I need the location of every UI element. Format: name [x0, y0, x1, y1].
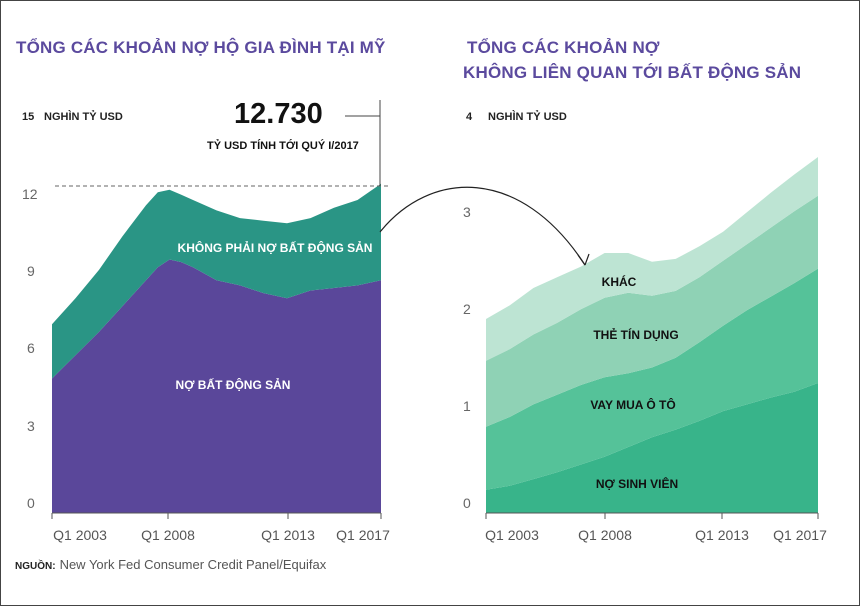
right-unit-text: NGHÌN TỶ USD: [488, 111, 567, 123]
right-area-2: [486, 195, 818, 427]
left-area-1: [52, 183, 381, 379]
left-ytick-0: 0: [27, 495, 35, 511]
right-xtick-2008: Q1 2008: [578, 527, 632, 543]
left-xtick-2008: Q1 2008: [141, 527, 195, 543]
left-ytick-6: 6: [27, 340, 35, 356]
label-credit-card: THẺ TÍN DỤNG: [593, 328, 679, 342]
connector-arrow-head: [577, 253, 590, 266]
right-chart-title-line2: KHÔNG LIÊN QUAN TỚI BẤT ĐỘNG SẢN: [463, 63, 802, 82]
right-area-0: [486, 383, 818, 513]
label-student: NỢ SINH VIÊN: [595, 477, 679, 491]
callout-value: 12.730: [234, 98, 323, 130]
connector-arrow-curve: [379, 186, 586, 266]
right-chart-areas: [486, 157, 818, 513]
right-x-tickmarks: [485, 513, 819, 519]
right-unit-label: 4 NGHÌN TỶ USD: [466, 111, 567, 123]
left-x-tickmarks: [51, 513, 382, 519]
right-area-1: [486, 268, 818, 490]
left-xtick-2017: Q1 2017: [336, 527, 390, 543]
left-chart-areas: [52, 183, 381, 513]
source-label: NGUỒN:: [15, 561, 56, 572]
right-ytick-3: 3: [463, 204, 471, 220]
left-unit-text: NGHÌN TỶ USD: [44, 111, 123, 123]
label-other: KHÁC: [601, 275, 637, 289]
left-ytick-12: 12: [22, 186, 38, 202]
left-unit-value: 15: [22, 111, 35, 123]
left-xtick-2013: Q1 2013: [261, 527, 315, 543]
left-ytick-3: 3: [27, 418, 35, 434]
label-mortgage: NỢ BẤT ĐỘNG SẢN: [175, 378, 291, 392]
source-line: NGUỒN: New York Fed Consumer Credit Panel…: [15, 557, 326, 572]
right-ytick-1: 1: [463, 398, 471, 414]
left-chart-title: TỔNG CÁC KHOẢN NỢ HỘ GIA ĐÌNH TẠI MỸ: [16, 38, 386, 57]
source-text: New York Fed Consumer Credit Panel/Equif…: [59, 557, 327, 572]
right-chart-title-line1: TỔNG CÁC KHOẢN NỢ: [467, 38, 660, 57]
right-xtick-2003: Q1 2003: [485, 527, 539, 543]
right-unit-value: 4: [466, 111, 473, 123]
label-auto: VAY MUA Ô TÔ: [590, 398, 676, 412]
right-area-3: [486, 157, 818, 361]
right-ytick-0: 0: [463, 495, 471, 511]
left-ytick-9: 9: [27, 263, 35, 279]
label-non-mortgage: KHÔNG PHẢI NỢ BẤT ĐỘNG SẢN: [177, 241, 373, 255]
left-unit-label: 15 NGHÌN TỶ USD: [22, 111, 123, 123]
right-xtick-2017: Q1 2017: [773, 527, 827, 543]
left-xtick-2003: Q1 2003: [53, 527, 107, 543]
right-ytick-2: 2: [463, 301, 471, 317]
right-xtick-2013: Q1 2013: [695, 527, 749, 543]
callout-text: TỶ USD TÍNH TỚI QUÝ I/2017: [207, 140, 359, 152]
left-area-0: [52, 259, 381, 513]
